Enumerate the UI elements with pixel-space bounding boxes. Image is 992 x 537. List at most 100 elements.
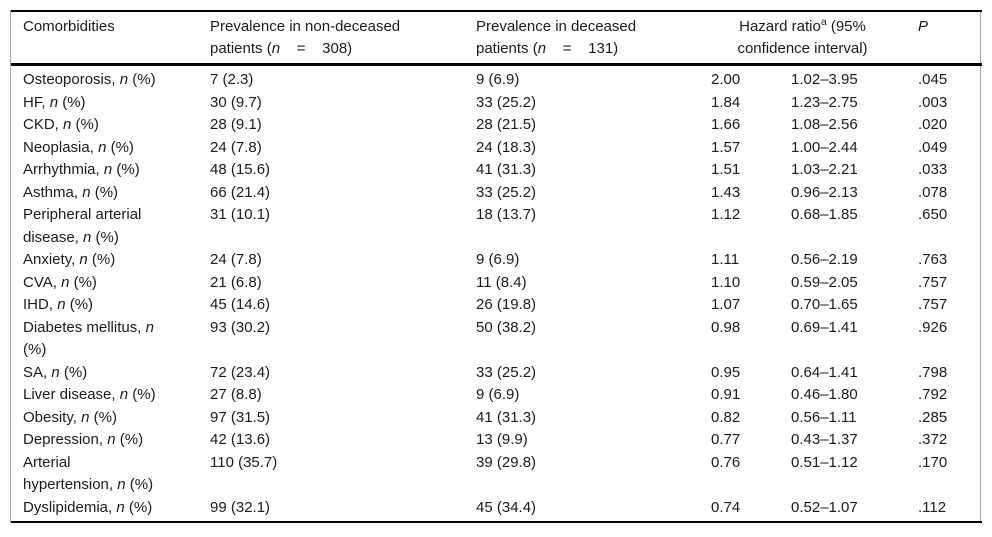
table-row: CKD, n (%) 28 (9.1) 28 (21.5) 1.66 1.08–… [11, 114, 982, 137]
table-row: Osteoporosis, n (%) 7 (2.3) 9 (6.9) 2.00… [11, 65, 982, 92]
confidence-interval-value: 0.69–1.41 [791, 318, 858, 336]
comorbidity-cell: Peripheral arterial disease, n (%) [11, 204, 198, 249]
prevalence-deceased-value: 33 (25.2) [476, 93, 537, 111]
p-value: .078 [918, 183, 948, 201]
prevalence-non-deceased-value: 97 (31.5) [210, 408, 271, 426]
prevalence-deceased-value: 50 (38.2) [476, 318, 537, 336]
p-value: .045 [918, 71, 948, 88]
prevalence-deceased-value: 41 (31.3) [476, 408, 537, 426]
prevalence-deceased-value: 28 (21.5) [476, 116, 537, 133]
table-body: Osteoporosis, n (%) 7 (2.3) 9 (6.9) 2.00… [11, 65, 982, 523]
column-header-p-value-label: P [918, 18, 929, 35]
footnote-marker-a: a [820, 16, 827, 28]
hazard-ratio-value: 1.12 [711, 206, 741, 223]
p-value: .049 [918, 138, 948, 156]
comorbidity-label: Arrhythmia, n (%) [23, 161, 140, 178]
confidence-interval-value: 0.56–1.11 [791, 408, 857, 426]
p-value: .170 [918, 453, 948, 471]
prevalence-deceased-value: 9 (6.9) [476, 386, 520, 403]
table-row: IHD, n (%) 45 (14.6) 26 (19.8) 1.07 0.70… [11, 294, 982, 317]
p-value: .757 [918, 273, 948, 291]
hazard-ratio-value: 0.76 [711, 453, 741, 471]
comorbidity-label: Peripheral arterial disease, n (%) [23, 206, 142, 246]
prevalence-deceased-value: 45 (34.4) [476, 498, 537, 516]
prevalence-non-deceased-value: 110 (35.7) [210, 453, 278, 471]
prevalence-non-deceased-value: 27 (8.8) [210, 386, 262, 403]
comorbidity-label: CKD, n (%) [23, 116, 99, 133]
hazard-ratio-value: 0.91 [711, 386, 741, 403]
hazard-ratio-value: 0.95 [711, 363, 741, 381]
confidence-interval-value: 0.59–2.05 [791, 273, 858, 291]
table-header: Comorbidities Prevalence in non-deceased… [11, 10, 982, 66]
header-row: Comorbidities Prevalence in non-deceased… [11, 10, 982, 66]
comorbidity-cell: Neoplasia, n (%) [11, 137, 198, 160]
comorbidity-label: Asthma, n (%) [23, 183, 119, 201]
prevalence-deceased-value: 33 (25.2) [476, 183, 537, 201]
comorbidities-hazard-ratio-table: Comorbidities Prevalence in non-deceased… [11, 10, 982, 523]
comorbidity-cell: CKD, n (%) [11, 114, 198, 137]
prevalence-non-deceased-value: 7 (2.3) [210, 71, 254, 88]
confidence-interval-value: 1.23–2.75 [791, 93, 858, 111]
comorbidity-cell: Osteoporosis, n (%) [11, 65, 198, 92]
comorbidity-label: IHD, n (%) [23, 296, 94, 313]
comorbidity-label: Liver disease, n (%) [23, 386, 156, 403]
comorbidity-cell: Liver disease, n (%) [11, 384, 198, 407]
prevalence-non-deceased-value: 72 (23.4) [210, 363, 271, 381]
prevalence-non-deceased-value: 48 (15.6) [210, 161, 271, 178]
prevalence-deceased-value: 13 (9.9) [476, 431, 528, 448]
prevalence-deceased-value: 24 (18.3) [476, 138, 537, 156]
confidence-interval-value: 0.43–1.37 [791, 431, 858, 448]
hazard-ratio-value: 1.10 [711, 273, 741, 291]
column-header-p-value: P [906, 10, 982, 66]
prevalence-deceased-value: 11 (8.4) [476, 273, 527, 291]
hazard-ratio-value: 1.07 [711, 296, 741, 313]
prevalence-non-deceased-value: 21 (6.8) [210, 273, 262, 291]
prevalence-deceased-value: 33 (25.2) [476, 363, 537, 381]
hazard-ratio-value: 0.98 [711, 318, 741, 336]
prevalence-non-deceased-value: 28 (9.1) [210, 116, 262, 133]
hazard-ratio-value: 1.66 [711, 116, 741, 133]
hazard-ratio-value: 1.43 [711, 183, 741, 201]
comorbidity-label: Depression, n (%) [23, 431, 144, 448]
hazard-ratio-value: 0.77 [711, 431, 741, 448]
comorbidities-table-frame: Comorbidities Prevalence in non-deceased… [10, 10, 982, 523]
table-row: Anxiety, n (%) 24 (7.8) 9 (6.9) 1.11 0.5… [11, 249, 982, 272]
comorbidity-label: Arterial hypertension, n (%) [23, 453, 154, 494]
table-row: Asthma, n (%) 66 (21.4) 33 (25.2) 1.43 0… [11, 182, 982, 205]
comorbidity-cell: HF, n (%) [11, 92, 198, 115]
column-header-prevalence-non-deceased-label: Prevalence in non-deceased patients (n =… [210, 18, 401, 57]
confidence-interval-value: 1.03–2.21 [791, 161, 858, 178]
comorbidity-cell: Obesity, n (%) [11, 407, 198, 430]
confidence-interval-value: 0.68–1.85 [791, 206, 858, 223]
table-row: SA, n (%) 72 (23.4) 33 (25.2) 0.95 0.64–… [11, 362, 982, 385]
comorbidity-cell: Asthma, n (%) [11, 182, 198, 205]
table-row: Depression, n (%) 42 (13.6) 13 (9.9) 0.7… [11, 429, 982, 452]
comorbidity-label: HF, n (%) [23, 93, 86, 111]
confidence-interval-value: 0.56–2.19 [791, 251, 858, 268]
comorbidity-label: Diabetes mellitus, n (%) [23, 318, 154, 359]
p-value: .926 [918, 318, 948, 336]
prevalence-non-deceased-value: 45 (14.6) [210, 296, 271, 313]
p-value: .372 [918, 431, 948, 448]
prevalence-deceased-value: 26 (19.8) [476, 296, 537, 313]
prevalence-non-deceased-value: 31 (10.1) [210, 206, 271, 223]
p-value: .033 [918, 161, 948, 178]
table-row: Arterial hypertension, n (%) 110 (35.7) … [11, 452, 982, 497]
comorbidity-label: Obesity, n (%) [23, 408, 117, 426]
comorbidity-cell: SA, n (%) [11, 362, 198, 385]
hazard-ratio-value: 1.57 [711, 138, 741, 156]
comorbidity-label: Neoplasia, n (%) [23, 138, 134, 156]
table-row: Arrhythmia, n (%) 48 (15.6) 41 (31.3) 1.… [11, 159, 982, 182]
comorbidity-cell: CVA, n (%) [11, 272, 198, 295]
prevalence-non-deceased-value: 24 (7.8) [210, 138, 262, 156]
table-row: Obesity, n (%) 97 (31.5) 41 (31.3) 0.82 … [11, 407, 982, 430]
table-row: Liver disease, n (%) 27 (8.8) 9 (6.9) 0.… [11, 384, 982, 407]
table-row: HF, n (%) 30 (9.7) 33 (25.2) 1.84 1.23–2… [11, 92, 982, 115]
hazard-ratio-value: 1.11 [711, 251, 740, 268]
p-value: .650 [918, 206, 948, 223]
hazard-ratio-value: 1.51 [711, 161, 741, 178]
confidence-interval-value: 1.00–2.44 [791, 138, 858, 156]
column-header-comorbidities: Comorbidities [11, 10, 198, 66]
column-header-prevalence-deceased-label: Prevalence in deceased patients (n = 131… [476, 18, 637, 57]
p-value: .763 [918, 251, 948, 268]
